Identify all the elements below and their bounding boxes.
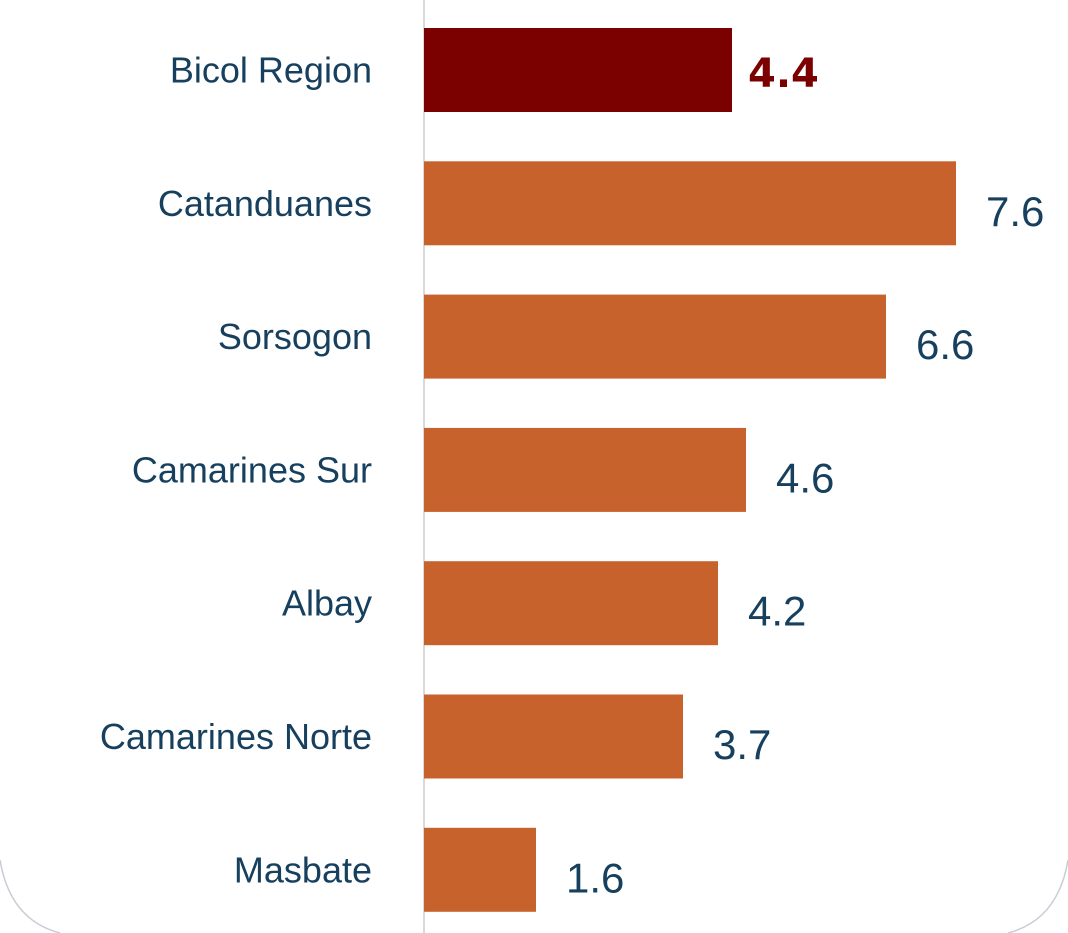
category-label: Sorsogon <box>218 316 372 357</box>
value-label: 6.6 <box>916 321 974 368</box>
category-label: Masbate <box>234 849 372 890</box>
bar <box>424 294 886 379</box>
value-label: 4.4 <box>748 51 819 97</box>
bar <box>424 827 536 912</box>
bar <box>424 561 718 646</box>
category-label: Camarines Norte <box>100 716 372 757</box>
category-label: Catanduanes <box>158 183 372 224</box>
bar <box>424 694 683 779</box>
category-label: Albay <box>282 583 372 624</box>
bar <box>424 427 746 512</box>
value-label: 7.6 <box>986 188 1044 235</box>
value-label: 4.6 <box>776 454 834 501</box>
frame-corner <box>0 859 1068 933</box>
bar <box>424 161 956 246</box>
category-label: Bicol Region <box>170 50 372 91</box>
value-label: 4.2 <box>748 588 806 635</box>
value-label: 3.7 <box>713 721 771 768</box>
bar <box>424 28 732 112</box>
category-label: Camarines Sur <box>132 449 372 490</box>
value-label: 1.6 <box>566 854 624 901</box>
